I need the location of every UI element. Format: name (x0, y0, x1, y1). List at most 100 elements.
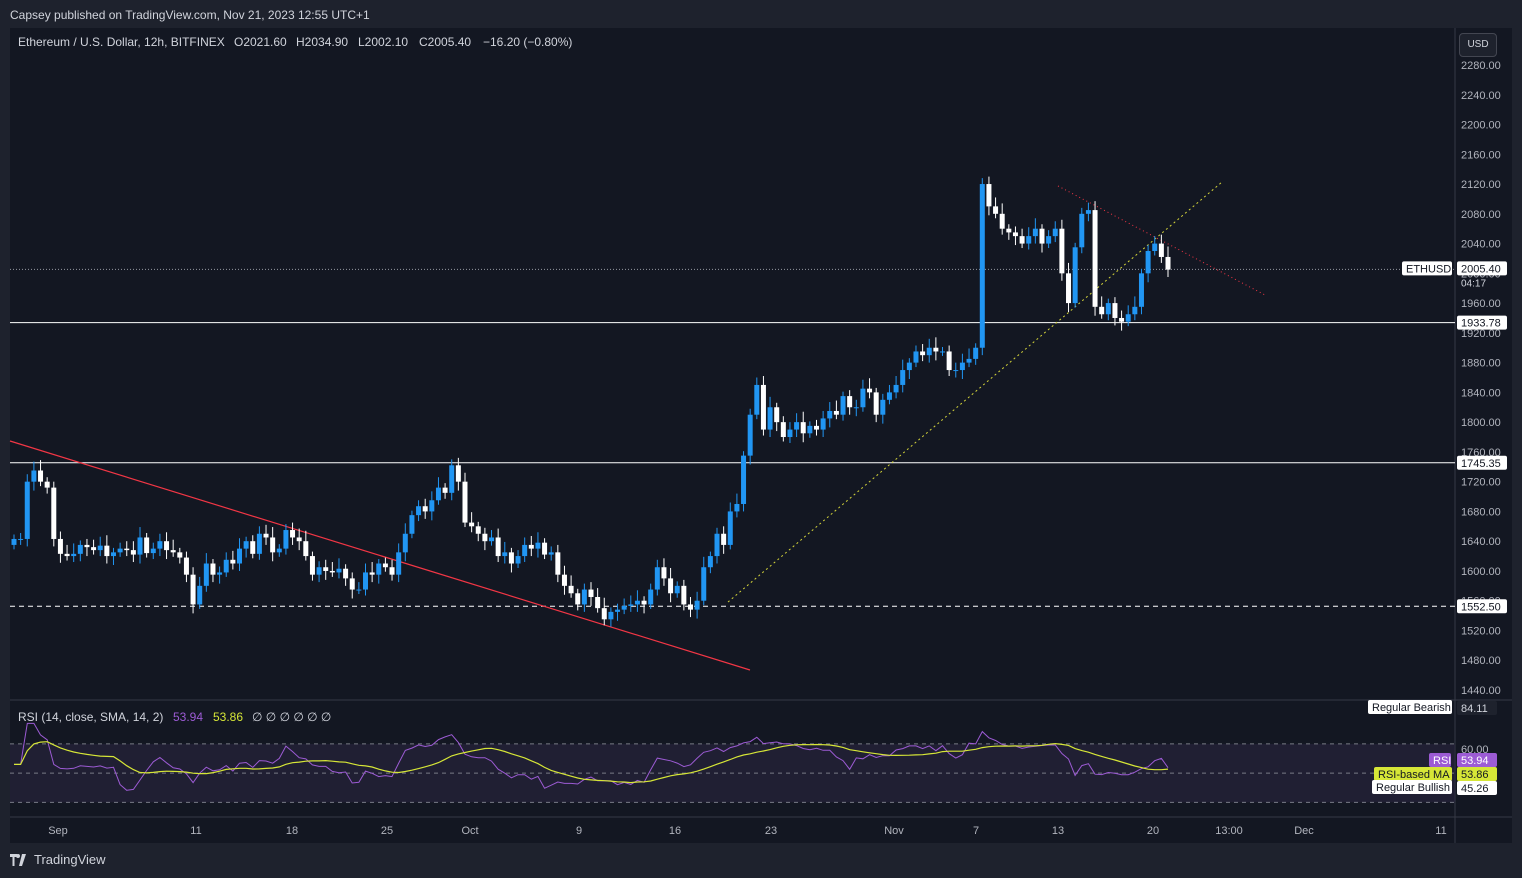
rsi-tag-bg (1429, 753, 1451, 767)
candle-body (654, 567, 660, 590)
level-tag-bg (1457, 599, 1507, 614)
candle-body (435, 487, 441, 501)
candle-body (820, 418, 826, 430)
candle-body (416, 506, 422, 516)
candle-body (555, 552, 561, 575)
candle-body (1099, 306, 1105, 315)
tradingview-logo-icon (10, 853, 26, 866)
candle-body (1138, 273, 1144, 307)
x-tick-label: 13:00 (1215, 825, 1243, 837)
candle-body (177, 552, 183, 558)
candle-body (71, 553, 77, 557)
candle-body (442, 487, 448, 493)
x-tick-label: Dec (1294, 825, 1314, 837)
regular-bearish-tag-bg (1368, 700, 1452, 714)
candle-body (681, 585, 687, 605)
uptrend-dotted-line[interactable] (727, 181, 1223, 603)
candle-body (91, 547, 97, 551)
rsi-ma-line[interactable] (14, 741, 1169, 784)
x-tick-label: 23 (765, 825, 777, 837)
downtrend-line[interactable] (9, 440, 751, 671)
candle-body (588, 589, 594, 597)
chart-frame[interactable] (10, 28, 1512, 843)
candle-body (164, 541, 170, 551)
candle-body (734, 503, 740, 512)
candle-body (946, 351, 952, 371)
candle-body (528, 544, 534, 549)
rsi-upper-tag: 84.11 (1461, 703, 1488, 715)
candle-body (402, 533, 408, 553)
level-tag: 1933.78 (1461, 318, 1501, 330)
y-tick-label: 1440.00 (1461, 685, 1501, 697)
candle-body (31, 470, 37, 482)
x-tick-label: Sep (48, 825, 68, 837)
candle-body (1006, 228, 1012, 233)
candle-body (933, 347, 939, 352)
ohlc-close: C2005.40 (419, 35, 471, 49)
symbol-title: Ethereum / U.S. Dollar, 12h, BITFINEX (18, 35, 225, 49)
candle-body (236, 548, 242, 564)
candle-body (256, 533, 262, 554)
candle-body (1152, 243, 1158, 252)
candle-body (117, 548, 123, 553)
currency-button[interactable]: USD (1459, 33, 1497, 57)
candle-body (51, 487, 57, 539)
candle-body (1052, 228, 1058, 237)
candle-body (130, 550, 136, 555)
candle-body (323, 567, 329, 571)
candle-body (449, 465, 455, 493)
candle-body (1165, 256, 1171, 270)
candle-body (847, 396, 853, 408)
y-tick-label: 2280.00 (1461, 60, 1501, 72)
candle-body (316, 567, 322, 575)
candle-body (542, 542, 548, 555)
rsi-line[interactable] (14, 722, 1169, 791)
candle-body (409, 515, 415, 534)
candle-body (1066, 273, 1072, 304)
candle-body (369, 572, 375, 575)
level-tag-bg (1457, 315, 1507, 330)
level-tag: 1745.35 (1461, 458, 1501, 470)
x-tick-label: 11 (1435, 825, 1446, 837)
y-tick-label: 2160.00 (1461, 149, 1501, 161)
candle-body (535, 542, 541, 549)
last-price-tag-bg (1457, 261, 1507, 276)
candle-body (615, 609, 621, 612)
candle-body (203, 563, 209, 586)
candle-body (502, 552, 508, 557)
candle-body (780, 422, 786, 438)
candle-body (568, 585, 574, 594)
rsi-title: RSI (14, close, SMA, 14, 2) (18, 710, 163, 724)
candle-body (1019, 236, 1025, 244)
candle-body (429, 500, 435, 512)
candle-body (721, 533, 727, 545)
candle-body (469, 522, 475, 527)
candle-body (1158, 243, 1164, 257)
y-tick-label: 1720.00 (1461, 477, 1501, 489)
y-tick-label: 1480.00 (1461, 655, 1501, 667)
y-tick-label: 1920.00 (1461, 328, 1501, 340)
y-tick-label: 1600.00 (1461, 566, 1501, 578)
candle-body (827, 410, 833, 419)
candle-body (648, 589, 654, 605)
level-tag-bg (1457, 455, 1507, 470)
candle-body (104, 545, 110, 557)
x-tick-label: 9 (576, 825, 582, 837)
y-tick-label: 2040.00 (1461, 239, 1501, 251)
symbol-tag-bg (1402, 261, 1452, 276)
candle-body (489, 537, 495, 542)
candle-body (190, 574, 196, 605)
candle-body (137, 537, 143, 555)
candle-body (760, 384, 766, 430)
candle-body (959, 362, 965, 371)
candle-body (455, 465, 461, 482)
candle-body (1105, 303, 1111, 315)
rsi-ma-tag-bg (1374, 767, 1452, 781)
candle-body (575, 593, 581, 605)
candle-body (309, 556, 315, 575)
candle-body (634, 600, 640, 605)
candle-body (900, 370, 906, 385)
footer-brand: TradingView (34, 852, 106, 867)
rsi-legend-value: 53.94 (173, 710, 203, 724)
